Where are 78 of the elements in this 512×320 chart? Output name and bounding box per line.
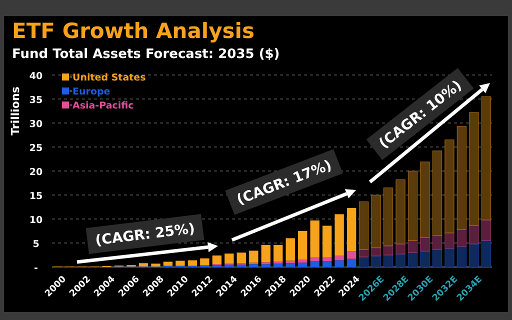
bar: [396, 254, 406, 268]
bar: [420, 162, 430, 238]
bar: [469, 244, 479, 268]
bar: [163, 262, 173, 266]
bar: [274, 244, 283, 262]
bar: [286, 238, 295, 261]
y-tick-label: -: [34, 263, 38, 274]
bar: [334, 260, 344, 267]
bar: [310, 261, 320, 267]
bar: [212, 255, 222, 264]
bar: [322, 261, 332, 267]
bar: [396, 179, 406, 244]
bar: [371, 256, 381, 268]
bar: [481, 220, 492, 241]
bar: [444, 248, 454, 268]
chart-subtitle: Fund Total Assets Forecast: 2035 ($): [12, 47, 280, 62]
y-tick-label: 30: [29, 119, 43, 130]
bar: [444, 140, 454, 234]
bar: [432, 249, 442, 268]
bar: [151, 264, 160, 267]
bar: [346, 251, 356, 259]
bar: [346, 208, 356, 252]
bar: [249, 250, 258, 263]
bar: [334, 255, 344, 260]
bar: [261, 264, 270, 267]
bar: [469, 112, 479, 226]
bar: [310, 257, 320, 262]
bar: [420, 237, 430, 252]
bar: [408, 170, 418, 241]
bar: [249, 264, 258, 267]
y-tick-label: 20: [29, 167, 43, 178]
bar: [371, 248, 381, 256]
bar: [432, 150, 442, 236]
y-tick-label: 35: [29, 95, 43, 106]
y-tick-label: 15: [29, 191, 43, 202]
bar: [346, 258, 356, 267]
bar: [224, 254, 234, 264]
bar: [371, 194, 381, 248]
chart-title: ETF Growth Analysis: [12, 19, 255, 43]
bar: [236, 252, 246, 264]
bar: [456, 229, 467, 247]
bar: [286, 263, 295, 267]
bar: [408, 252, 418, 268]
y-tick-label: 25: [29, 143, 43, 154]
bar: [396, 244, 406, 254]
bar: [481, 96, 492, 220]
y-tick-label: 5: [32, 239, 40, 250]
legend-label: Europe: [72, 86, 110, 98]
bar: [298, 262, 308, 267]
legend-label: Asia-Pacific: [72, 100, 134, 112]
bar: [408, 240, 418, 253]
y-axis-title: Trillions: [9, 86, 22, 136]
bar: [138, 263, 148, 267]
bar: [456, 126, 467, 230]
bar: [383, 246, 394, 256]
bar: [261, 244, 270, 262]
bar: [469, 225, 479, 244]
y-tick-label: 40: [29, 71, 43, 82]
bar: [176, 260, 185, 266]
bar: [322, 226, 332, 258]
annotation: (CAGR: 25%): [94, 220, 196, 250]
bar: [420, 250, 430, 268]
bar: [432, 235, 442, 250]
bar: [358, 256, 369, 268]
bar: [456, 246, 467, 268]
legend-label: United States: [72, 72, 146, 84]
y-tick-label: 10: [29, 215, 43, 226]
bar: [383, 254, 394, 268]
bar: [200, 258, 210, 266]
bar: [334, 214, 344, 256]
bar: [274, 264, 283, 267]
bar: [298, 231, 308, 260]
bar: [358, 201, 369, 250]
bar: [310, 220, 320, 258]
bar: [444, 232, 454, 249]
bar: [383, 188, 394, 246]
bar: [481, 240, 492, 268]
bar: [188, 260, 198, 266]
